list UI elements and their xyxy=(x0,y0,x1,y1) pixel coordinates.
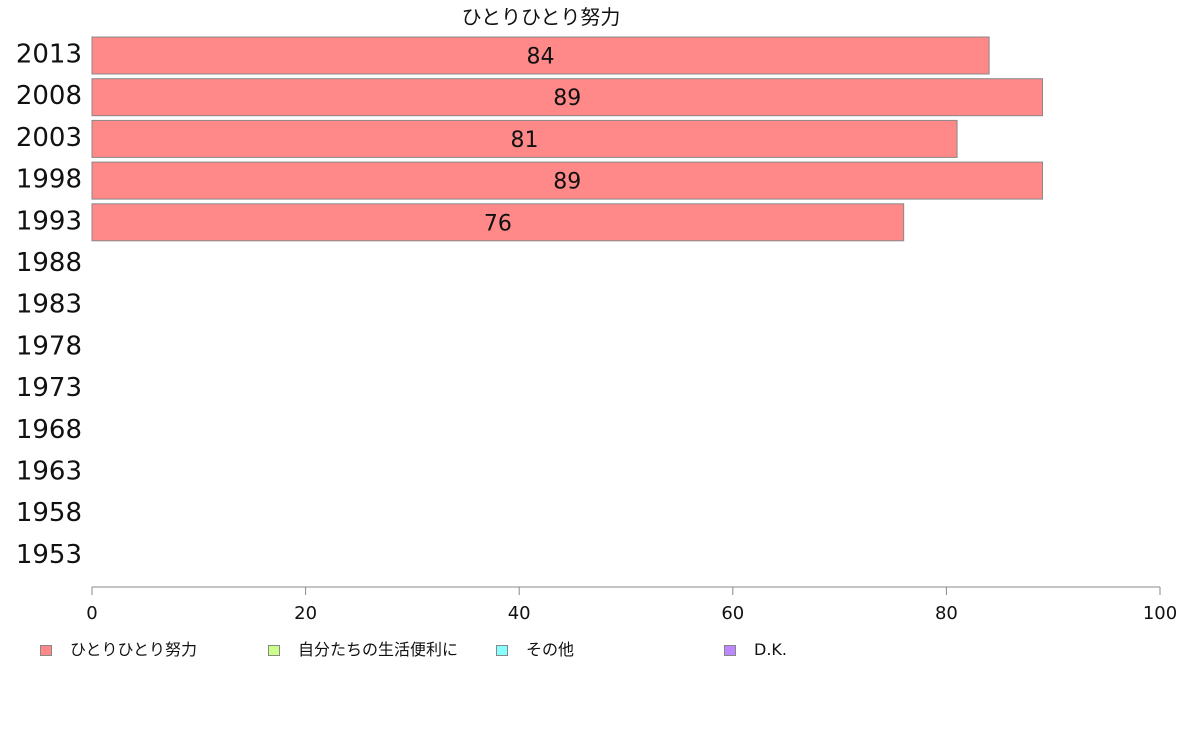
bar-1998 xyxy=(91,161,1044,200)
legend-swatch-convenience xyxy=(268,644,280,656)
y-tick-label-1968: 1968 xyxy=(16,415,82,445)
bar-1993 xyxy=(91,203,905,242)
x-tick-label-60: 60 xyxy=(721,603,744,624)
y-tick-label-1983: 1983 xyxy=(16,290,82,320)
y-tick-label-1978: 1978 xyxy=(16,331,82,361)
x-tick-label-100: 100 xyxy=(1143,603,1177,624)
y-tick-label-1963: 1963 xyxy=(16,457,82,487)
chart-title: ひとりひとり努力 xyxy=(462,5,621,29)
legend-swatch-effort xyxy=(40,644,52,656)
y-tick-label-1993: 1993 xyxy=(16,206,82,236)
bar-2013 xyxy=(91,36,990,75)
legend-item-effort: ひとりひとり努力 xyxy=(40,641,197,659)
x-tick-label-40: 40 xyxy=(508,603,531,624)
bar-value-label-1993: 76 xyxy=(484,211,512,236)
y-tick-label-1988: 1988 xyxy=(16,248,82,278)
bar-value-label-2008: 89 xyxy=(553,86,581,111)
legend: ひとりひとり努力 自分たちの生活便利に その他 D.K. xyxy=(0,641,1188,661)
y-tick-label-2003: 2003 xyxy=(16,123,82,153)
legend-swatch-dk xyxy=(724,644,736,656)
y-tick-label-2008: 2008 xyxy=(16,81,82,111)
bar-data-labels: 84 89 81 89 76 xyxy=(484,45,581,237)
bar-2003 xyxy=(91,119,958,158)
y-axis-labels: 2013 2008 2003 1998 1993 1988 1983 1978 1973 1968… xyxy=(16,40,82,570)
legend-label-other: その他 xyxy=(526,640,575,659)
bar-value-label-1998: 89 xyxy=(553,170,581,195)
legend-item-convenience: 自分たちの生活便利に xyxy=(268,641,458,659)
x-tick-label-0: 0 xyxy=(86,603,97,624)
y-tick-label-1998: 1998 xyxy=(16,165,82,195)
bar-series xyxy=(91,36,1044,242)
x-tick-label-80: 80 xyxy=(935,603,958,624)
y-tick-label-1953: 1953 xyxy=(16,540,82,570)
x-axis: 0 20 40 60 80 100 xyxy=(86,586,1177,624)
legend-item-other: その他 xyxy=(496,641,574,659)
legend-swatch-other xyxy=(496,644,508,656)
legend-label-dk: D.K. xyxy=(754,640,787,659)
legend-label-effort: ひとりひとり努力 xyxy=(70,640,198,659)
x-tick-label-20: 20 xyxy=(294,603,317,624)
legend-item-dk: D.K. xyxy=(724,641,787,659)
legend-label-convenience: 自分たちの生活便利に xyxy=(298,640,459,659)
y-tick-label-1973: 1973 xyxy=(16,373,82,403)
y-tick-label-1958: 1958 xyxy=(16,498,82,528)
bar-value-label-2003: 81 xyxy=(511,128,539,153)
y-tick-label-2013: 2013 xyxy=(16,40,82,70)
bar-value-label-2013: 84 xyxy=(527,45,555,70)
bar-2008 xyxy=(91,78,1044,117)
